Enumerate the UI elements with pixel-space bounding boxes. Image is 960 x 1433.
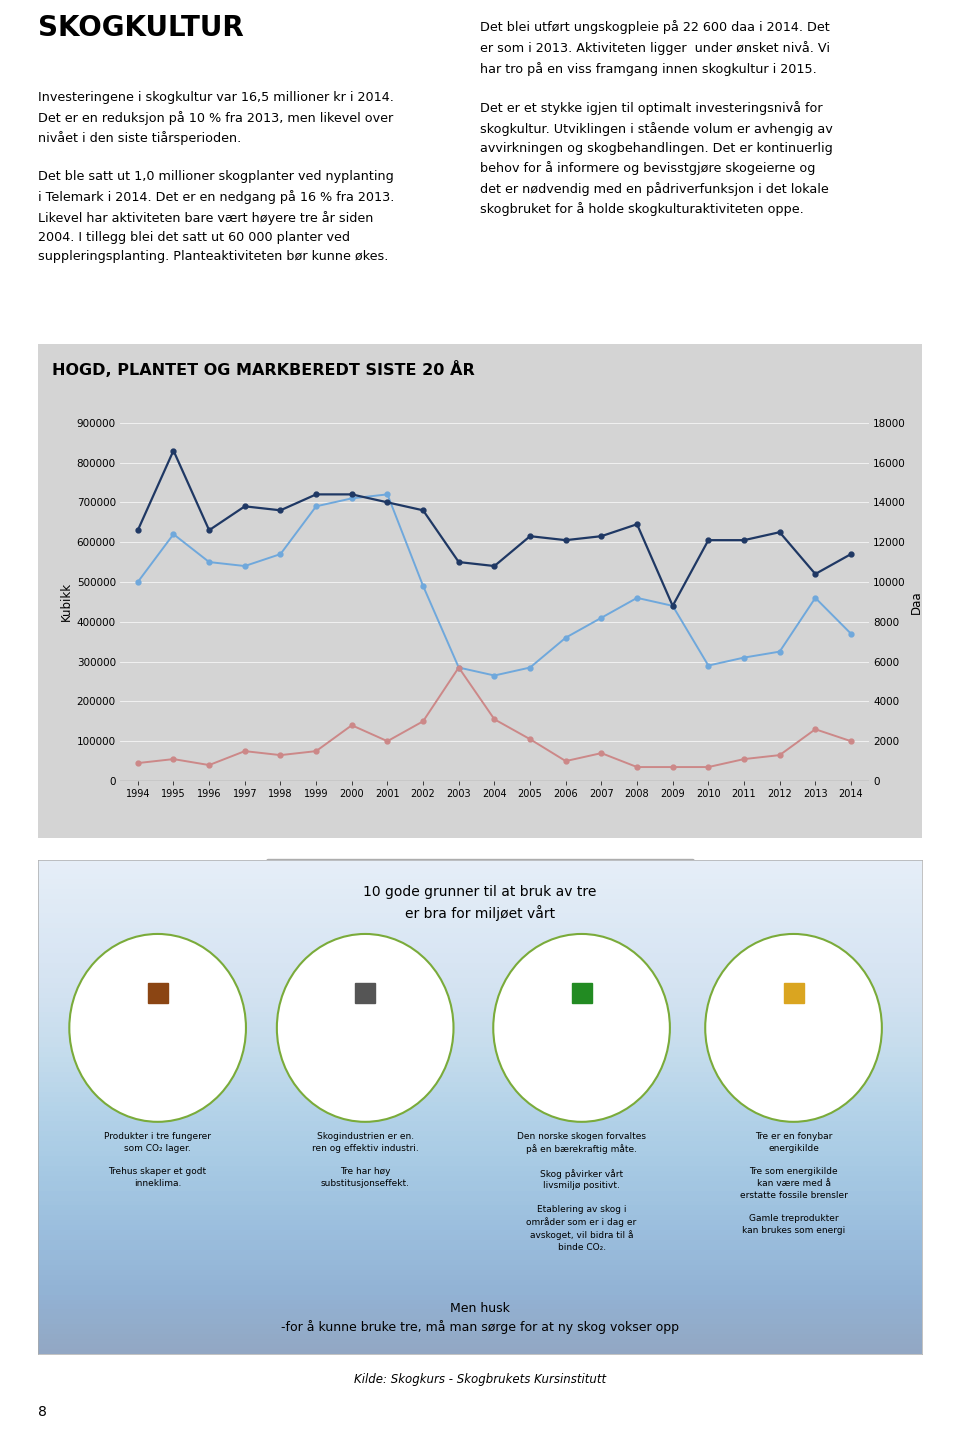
Text: HOGD, PLANTET OG MARKBEREDT SISTE 20 ÅR: HOGD, PLANTET OG MARKBEREDT SISTE 20 ÅR — [52, 361, 474, 378]
Legend: Planta areal daa, Markberedt areal daa, Hogd m3: Planta areal daa, Markberedt areal daa, … — [266, 858, 694, 881]
Y-axis label: Daa: Daa — [910, 590, 923, 613]
Text: Investeringene i skogkultur var 16,5 millioner kr i 2014.
Det er en reduksjon på: Investeringene i skogkultur var 16,5 mil… — [38, 92, 395, 262]
Text: SKOGKULTUR: SKOGKULTUR — [38, 14, 244, 43]
Text: Den norske skogen forvaltes
på en bærekraftig måte.

Skog påvirker vårt
livsmilj: Den norske skogen forvaltes på en bærekr… — [517, 1132, 646, 1252]
Ellipse shape — [69, 934, 246, 1122]
Text: Men husk
-for å kunne bruke tre, må man sørge for at ny skog vokser opp: Men husk -for å kunne bruke tre, må man … — [281, 1303, 679, 1334]
Text: Kilde: Skogkurs - Skogbrukets Kursinstitutt: Kilde: Skogkurs - Skogbrukets Kursinstit… — [354, 1373, 606, 1387]
Text: Det blei utført ungskogpleie på 22 600 daa i 2014. Det
er som i 2013. Aktivitete: Det blei utført ungskogpleie på 22 600 d… — [480, 20, 832, 216]
Text: 8: 8 — [38, 1404, 47, 1419]
Ellipse shape — [493, 934, 670, 1122]
Text: Produkter i tre fungerer
som CO₂ lager.

Trehus skaper et godt
inneklima.: Produkter i tre fungerer som CO₂ lager. … — [104, 1132, 211, 1188]
Ellipse shape — [276, 934, 453, 1122]
Ellipse shape — [706, 934, 882, 1122]
Text: Skogindustrien er en.
ren og effektiv industri.

Tre har høy
substitusjonseffekt: Skogindustrien er en. ren og effektiv in… — [312, 1132, 419, 1188]
Text: Tre er en fonybar
energikilde

Tre som energikilde
kan være med å
erstatte fossi: Tre er en fonybar energikilde Tre som en… — [739, 1132, 848, 1235]
Y-axis label: Kubikk: Kubikk — [60, 582, 73, 622]
Text: 10 gode grunner til at bruk av tre
er bra for miljøet vårt: 10 gode grunner til at bruk av tre er br… — [363, 884, 597, 921]
